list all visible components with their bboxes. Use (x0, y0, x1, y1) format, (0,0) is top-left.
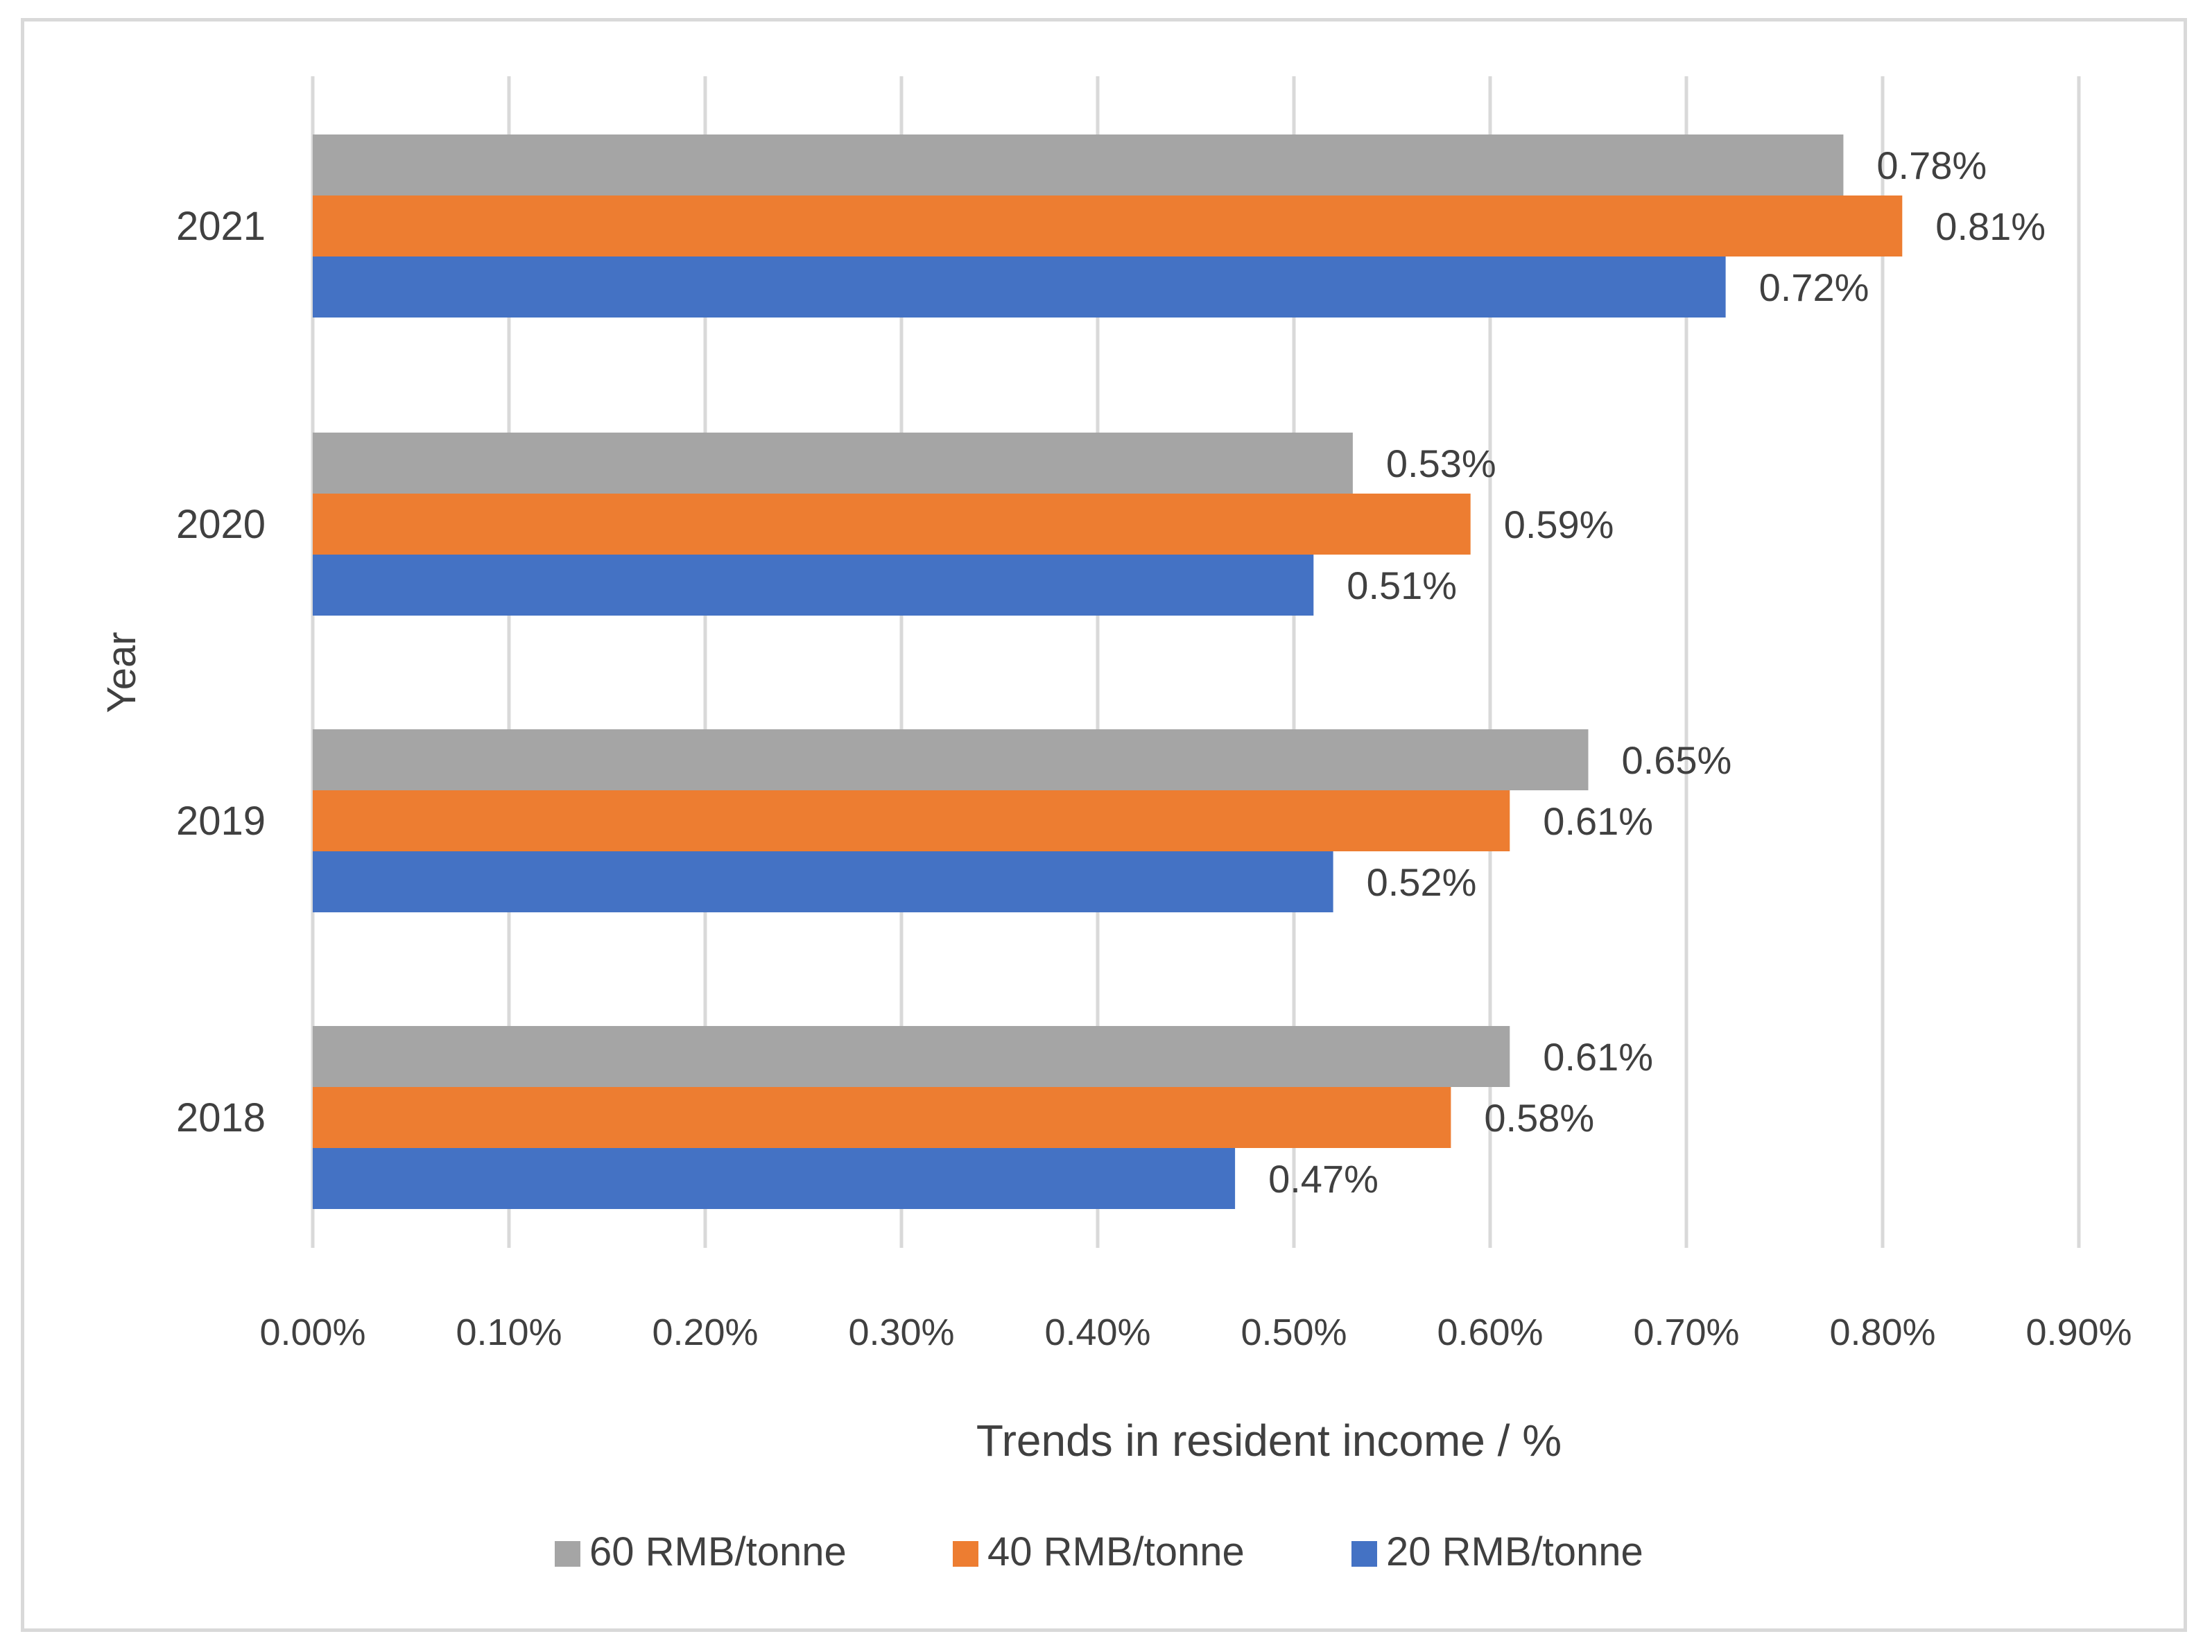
legend-label: 40 RMB/tonne (987, 1529, 1245, 1574)
x-axis-ticks: 0.00% 0.10% 0.20% 0.30% 0.40% 0.50% 0.60% 0.70%… (259, 1312, 2132, 1353)
x-tick-label: 0.30% (848, 1312, 954, 1353)
x-tick-label: 0.40% (1044, 1312, 1150, 1353)
data-label: 0.51% (1347, 564, 1457, 607)
bar-2018-20 (313, 1148, 1236, 1209)
bar-2019-20 (313, 851, 1333, 912)
data-label: 0.52% (1367, 860, 1477, 904)
data-label: 0.58% (1484, 1096, 1594, 1140)
x-tick-label: 0.60% (1437, 1312, 1543, 1353)
x-tick-label: 0.90% (2025, 1312, 2132, 1353)
y-tick-label: 2020 (176, 502, 266, 547)
y-tick-label: 2018 (176, 1095, 266, 1140)
legend-swatch (1351, 1541, 1377, 1567)
data-label: 0.72% (1759, 266, 1869, 309)
bar-2020-60 (313, 433, 1353, 494)
bars (313, 134, 1903, 1209)
y-tick-label: 2021 (176, 204, 266, 249)
data-label: 0.78% (1876, 144, 1987, 187)
legend: 60 RMB/tonne 40 RMB/tonne 20 RMB/tonne (555, 1529, 1643, 1574)
data-label: 0.53% (1386, 442, 1496, 485)
x-tick-label: 0.20% (652, 1312, 758, 1353)
bar-2020-20 (313, 555, 1314, 616)
legend-swatch (555, 1541, 580, 1567)
data-labels: 0.61% 0.58% 0.47% 0.65% 0.61% 0.52% 0.53%0.59%… (1268, 144, 2046, 1201)
x-tick-label: 0.00% (259, 1312, 365, 1353)
x-tick-label: 0.50% (1241, 1312, 1347, 1353)
legend-label: 20 RMB/tonne (1386, 1529, 1643, 1574)
bar-2019-60 (313, 729, 1589, 790)
bar-2018-40 (313, 1087, 1451, 1148)
y-axis-ticks: 2018 2019 2020 2021 (176, 204, 266, 1140)
data-label: 0.65% (1622, 738, 1732, 782)
legend-label: 60 RMB/tonne (589, 1529, 847, 1574)
bar-2021-20 (313, 257, 1726, 318)
data-label: 0.81% (1935, 205, 2046, 248)
legend-swatch (953, 1541, 978, 1567)
data-label: 0.59% (1504, 503, 1614, 546)
data-label: 0.47% (1268, 1157, 1379, 1201)
x-tick-label: 0.10% (456, 1312, 562, 1353)
bar-2019-40 (313, 790, 1510, 851)
bar-2021-60 (313, 134, 1844, 195)
y-axis-title: Year (99, 632, 144, 713)
y-tick-label: 2019 (176, 799, 266, 844)
x-tick-label: 0.80% (1829, 1312, 1935, 1353)
x-tick-label: 0.70% (1633, 1312, 1739, 1353)
bar-2018-60 (313, 1026, 1510, 1087)
data-label: 0.61% (1543, 799, 1653, 843)
x-axis-title: Trends in resident income / % (976, 1416, 1562, 1466)
data-label: 0.61% (1543, 1035, 1653, 1079)
bar-2021-40 (313, 195, 1903, 257)
bar-2020-40 (313, 494, 1471, 555)
